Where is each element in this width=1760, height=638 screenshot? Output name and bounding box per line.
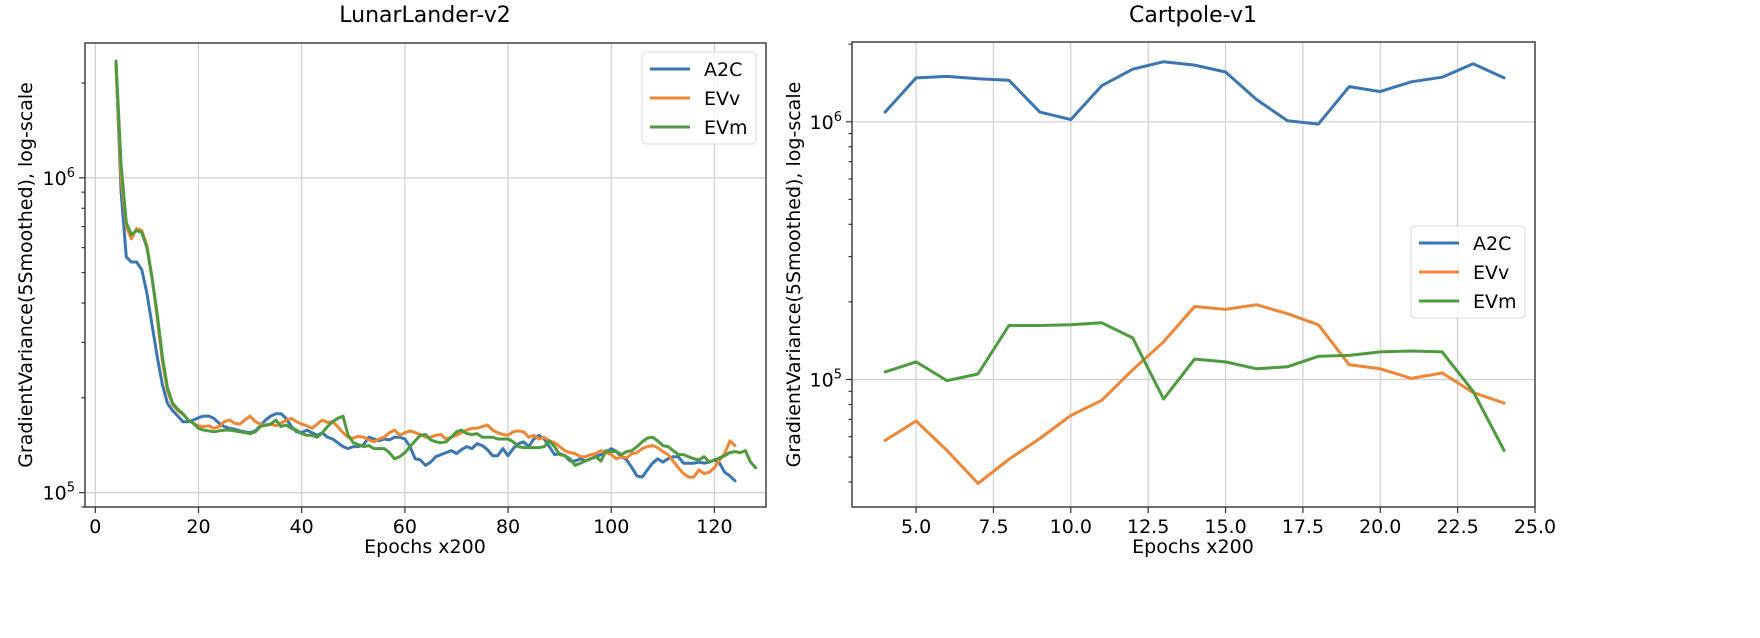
y-tick-exponent: 6 xyxy=(67,166,75,181)
cartpole-panel: Cartpole-v1 5.0 7.5 10.0 12.5 15.0 17.5 20.0 22… xyxy=(783,3,1556,558)
legend-box xyxy=(1410,225,1526,319)
legend-entry: EVm xyxy=(704,117,748,139)
series-line-a2c xyxy=(883,60,1506,126)
y-tick-base: 10 xyxy=(43,168,67,190)
legend-entry: A2C xyxy=(704,59,742,81)
x-tick-label: 15.0 xyxy=(1204,516,1246,538)
y-tick-base: 10 xyxy=(43,483,67,505)
x-axis-label: Epochs x200 xyxy=(1132,536,1254,558)
legend-entry: A2C xyxy=(1473,233,1511,255)
axes-frame xyxy=(84,42,767,508)
series-line-a2c xyxy=(114,62,737,483)
x-axis: 5.0 7.5 10.0 12.5 15.0 17.5 20.0 22.5 25.0 xyxy=(901,507,1556,538)
x-tick-label: 60 xyxy=(393,516,417,538)
x-tick-label: 7.5 xyxy=(978,516,1008,538)
legend: A2C EVv EVm xyxy=(641,51,757,145)
chart-title: LunarLander-v2 xyxy=(339,3,510,28)
legend: A2C EVv EVm xyxy=(1410,225,1526,319)
x-tick-label: 100 xyxy=(593,516,629,538)
x-tick-label: 22.5 xyxy=(1436,516,1478,538)
x-tick-label: 20.0 xyxy=(1359,516,1401,538)
y-tick-exponent: 5 xyxy=(834,367,842,382)
y-axis-label: GradientVariance(5Smoothed), log-scale xyxy=(15,82,37,468)
y-tick-label: 105 xyxy=(810,367,842,391)
x-tick-label: 0 xyxy=(89,516,101,538)
x-tick-label: 120 xyxy=(696,516,732,538)
chart-title: Cartpole-v1 xyxy=(1129,3,1257,28)
series-line-evv xyxy=(114,65,737,479)
legend-entry: EVv xyxy=(1473,262,1509,284)
legend-box xyxy=(641,51,757,145)
series-layer xyxy=(114,59,758,483)
y-tick-label: 105 xyxy=(43,481,75,505)
x-tick-label: 12.5 xyxy=(1127,516,1169,538)
axes-frame xyxy=(851,41,1536,508)
y-tick-label: 106 xyxy=(810,110,842,134)
x-tick-label: 20 xyxy=(186,516,210,538)
legend-entry: EVv xyxy=(704,88,740,110)
x-tick-label: 10.0 xyxy=(1050,516,1092,538)
x-tick-label: 5.0 xyxy=(901,516,931,538)
x-tick-label: 80 xyxy=(496,516,520,538)
series-layer xyxy=(883,60,1506,485)
legend-entry: EVm xyxy=(1473,291,1517,313)
x-axis-label: Epochs x200 xyxy=(364,536,486,558)
x-axis: 0 20 40 60 80 100 120 xyxy=(89,507,733,538)
y-tick-exponent: 6 xyxy=(834,110,842,125)
series-line-evm xyxy=(883,321,1506,452)
y-axis-label: GradientVariance(5Smoothed), log-scale xyxy=(783,82,805,468)
x-tick-label: 40 xyxy=(290,516,314,538)
x-tick-label: 25.0 xyxy=(1514,516,1556,538)
y-tick-base: 10 xyxy=(810,112,834,134)
y-tick-base: 10 xyxy=(810,369,834,391)
y-tick-label: 106 xyxy=(43,166,75,190)
y-tick-exponent: 5 xyxy=(67,481,75,496)
series-line-evm xyxy=(114,59,758,470)
x-tick-label: 17.5 xyxy=(1282,516,1324,538)
series-line-evv xyxy=(883,303,1506,485)
